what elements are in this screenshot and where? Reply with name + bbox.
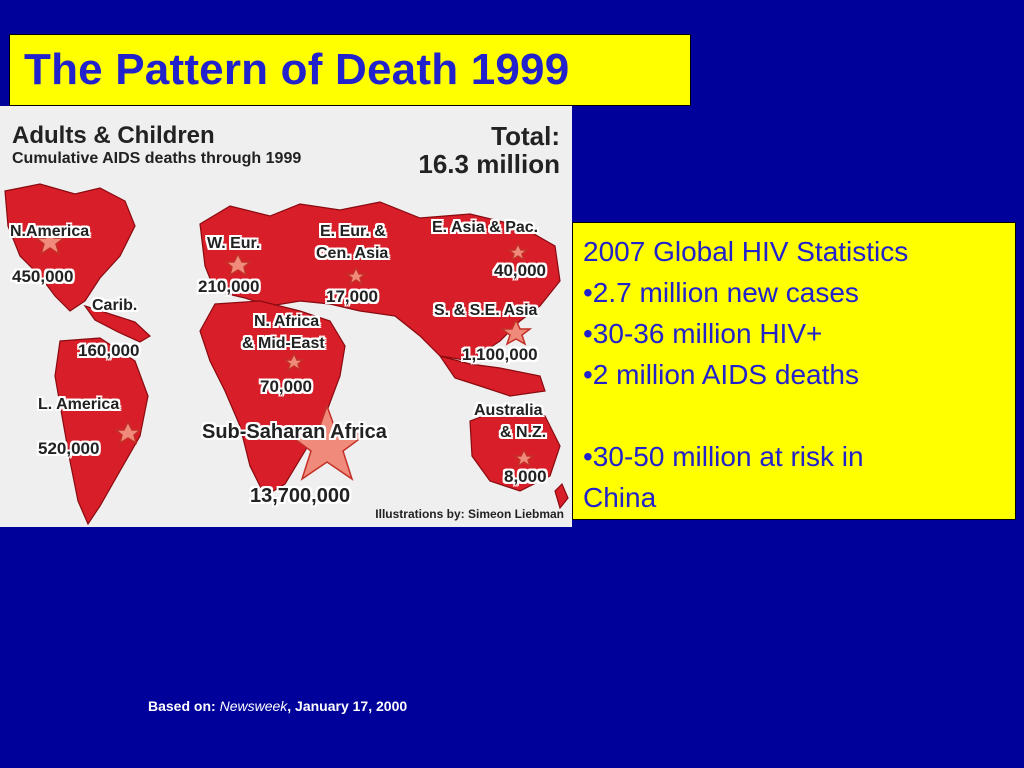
region-value-eastern-europe: 17,000 [326, 287, 378, 306]
region-label-north-africa-line1: N. Africa [254, 313, 320, 330]
region-label-east-asia: E. Asia & Pac. [432, 219, 539, 236]
region-label-australia-line2: & N.Z. [500, 424, 547, 441]
total-value: 16.3 million [418, 149, 560, 179]
source-publication: Newsweek [219, 698, 288, 714]
star-eastern-europe [344, 266, 368, 286]
stats-bullet-new-cases: •2.7 million new cases [583, 277, 859, 308]
region-label-sub-saharan-africa: Sub-Saharan Africa [202, 421, 387, 443]
region-value-australia: 8,000 [504, 467, 547, 486]
region-value-caribbean: 160,000 [78, 341, 140, 360]
south-america-shape [54, 337, 149, 526]
world-map-graphic [4, 183, 569, 526]
source-prefix: Based on: [148, 698, 220, 714]
region-label-latin-america: L. America [38, 396, 120, 413]
stats-heading: 2007 Global HIV Statistics [583, 236, 909, 267]
total-block: Total: 16.3 million [418, 122, 560, 178]
hiv-stats-box: 2007 Global HIV Statistics •2.7 million … [572, 222, 1016, 520]
region-value-sub-saharan-africa: 13,700,000 [250, 485, 351, 507]
southeast-asia-shape [438, 355, 546, 397]
region-value-east-asia: 40,000 [494, 261, 546, 280]
australia-shape [469, 405, 561, 492]
north-america-shape [4, 183, 136, 312]
region-label-north-america: N.America [10, 223, 90, 240]
star-sub-saharan-africa [285, 403, 369, 481]
source-citation: Based on: Newsweek, January 17, 2000 [148, 698, 407, 714]
map-heading: Adults & Children [12, 122, 215, 149]
star-south-asia [499, 318, 533, 346]
region-label-south-asia: S. & S.E. Asia [434, 302, 538, 319]
stats-bullet-hiv-positive: •30-36 million HIV+ [583, 318, 823, 349]
region-label-western-europe: W. Eur. [207, 235, 261, 252]
region-label-north-africa-line2: & Mid-East [242, 335, 325, 352]
slide-title: The Pattern of Death 1999 [24, 45, 570, 94]
star-latin-america [113, 420, 143, 445]
africa-shape [199, 300, 346, 497]
aids-deaths-map: Adults & Children Cumulative AIDS deaths… [0, 106, 572, 527]
region-value-north-america: 450,000 [12, 267, 74, 286]
star-australia [512, 448, 536, 468]
star-east-asia [506, 242, 530, 262]
total-label: Total: [491, 121, 560, 151]
stats-china-line2: China [583, 482, 657, 513]
star-north-africa [282, 352, 306, 372]
source-date: , January 17, 2000 [287, 698, 408, 714]
region-label-eastern-europe-line2: Cen. Asia [316, 245, 389, 262]
region-label-eastern-europe-line1: E. Eur. & [320, 223, 386, 240]
stats-bullet-aids-deaths: •2 million AIDS deaths [583, 359, 859, 390]
region-label-australia-line1: Australia [474, 402, 543, 419]
map-heading-block: Adults & Children Cumulative AIDS deaths… [12, 122, 301, 168]
new-zealand-shape [554, 482, 569, 510]
caribbean-shape [83, 304, 151, 343]
map-subheading: Cumulative AIDS deaths through 1999 [12, 150, 302, 167]
region-value-latin-america: 520,000 [38, 439, 100, 458]
region-label-caribbean: Carib. [92, 297, 138, 314]
star-north-america [33, 225, 67, 256]
stats-spacer [583, 395, 1015, 436]
region-value-north-africa: 70,000 [260, 377, 312, 396]
illustration-credit: Illustrations by: Simeon Liebman [375, 507, 564, 521]
stats-china-line1: •30-50 million at risk in [583, 441, 864, 472]
star-western-europe [223, 252, 253, 277]
region-value-western-europe: 210,000 [198, 277, 260, 296]
region-value-south-asia: 1,100,000 [462, 345, 538, 364]
title-box: The Pattern of Death 1999 [9, 34, 691, 106]
